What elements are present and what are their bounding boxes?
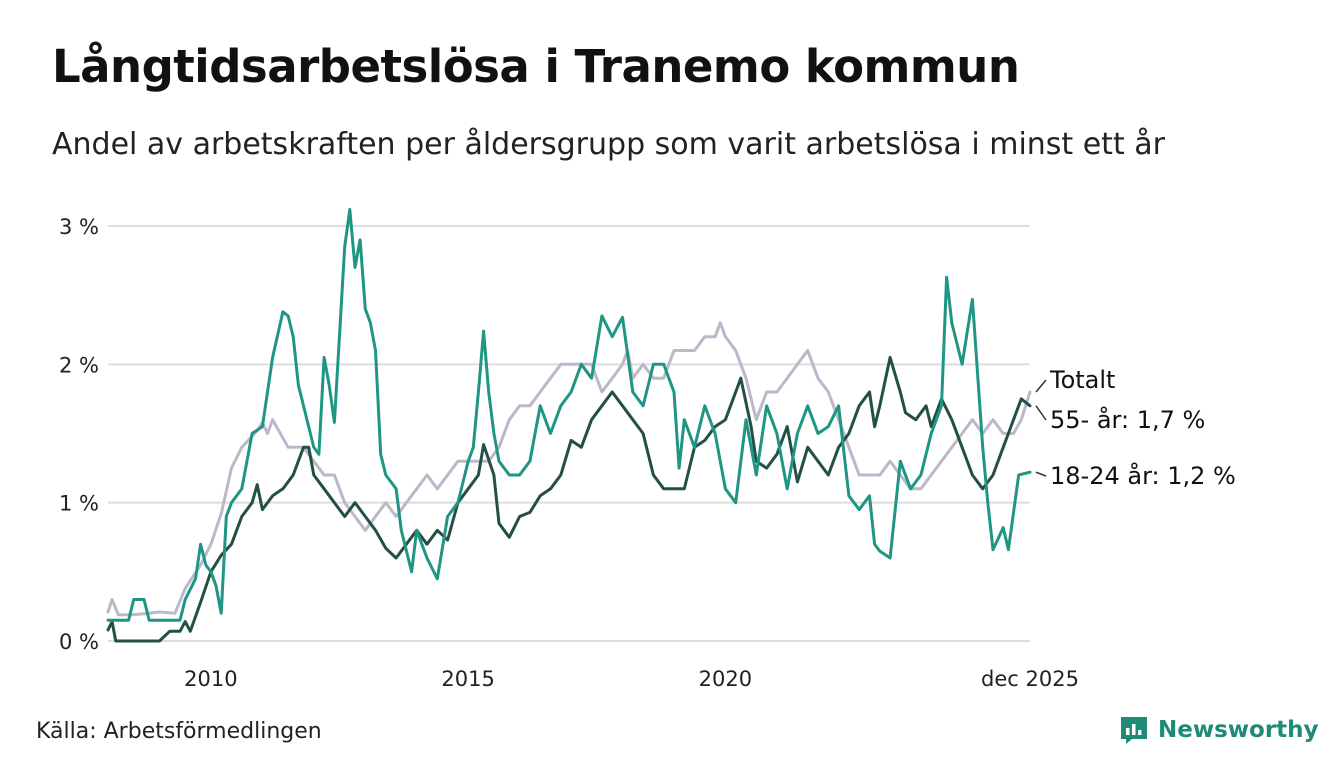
chart-title: Långtidsarbetslösa i Tranemo kommun (52, 40, 1020, 93)
series-line (106, 355, 1032, 643)
x-axis-labels: 2010 2015 2020 dec 2025 (184, 667, 1079, 691)
y-tick-label: 3 % (59, 215, 99, 239)
brand-name: Newsworthy (1158, 717, 1319, 743)
chart-subtitle: Andel av arbetskraften per åldersgrupp s… (52, 127, 1165, 162)
y-axis-labels: 0 % 1 % 2 % 3 % (59, 215, 99, 654)
x-tick-label: 2020 (699, 667, 752, 691)
label-leader-line (1035, 405, 1047, 421)
chart-grid (108, 225, 1030, 642)
series-line (106, 207, 1032, 622)
x-tick-label: dec 2025 (981, 667, 1079, 691)
y-tick-label: 2 % (59, 353, 99, 377)
series-label: 18-24 år: 1,2 % (1050, 461, 1236, 490)
series-lines (106, 207, 1032, 643)
y-tick-label: 0 % (59, 630, 99, 654)
label-leader-line (1035, 379, 1047, 393)
x-tick-label: 2015 (441, 667, 494, 691)
newsworthy-brand[interactable]: Newsworthy (1118, 713, 1319, 747)
series-labels: Totalt 55- år: 1,7 % 18-24 år: 1,2 % (1035, 366, 1236, 490)
series-label: Totalt (1049, 366, 1115, 394)
series-label: 55- år: 1,7 % (1050, 405, 1205, 434)
y-tick-label: 1 % (59, 492, 99, 516)
newsworthy-logo-icon (1121, 717, 1147, 744)
label-leader-line (1035, 471, 1047, 477)
source-credit: Källa: Arbetsförmedlingen (36, 719, 322, 744)
x-tick-label: 2010 (184, 667, 237, 691)
